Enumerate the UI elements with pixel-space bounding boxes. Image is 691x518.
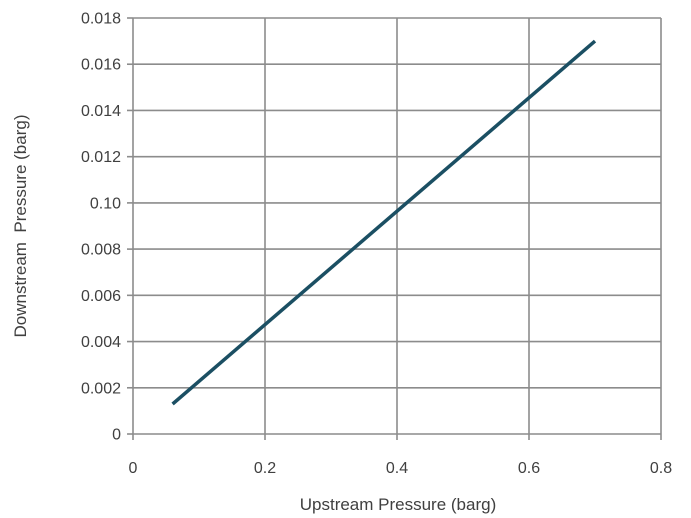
x-tick-label: 0 [129,460,138,477]
y-axis-title: Downstream Pressure (barg) [11,115,30,338]
axes [127,17,662,440]
y-tick-label: 0.004 [81,334,121,351]
y-tick-label: 0.014 [81,103,121,120]
x-axis-title: Upstream Pressure (barg) [300,495,497,514]
x-tick-labels: 0 0.2 0.4 0.6 0.8 [129,460,673,477]
y-tick-labels: 0 0.002 0.004 0.006 0.008 0.10 0.012 0.014 0.016… [81,11,121,444]
x-tick-label: 0.2 [254,460,276,477]
y-tick-label: 0.10 [90,195,121,212]
y-tick-label: 0.008 [81,242,121,259]
y-tick-label: 0.006 [81,288,121,305]
x-tick-label: 0.6 [518,460,540,477]
y-tick-label: 0.002 [81,380,121,397]
gridlines [132,17,662,435]
series-layer [171,39,597,406]
y-tick-label: 0.012 [81,149,121,166]
x-tick-label: 0.8 [650,460,672,477]
y-tick-label: 0.018 [81,11,121,28]
x-tick-label: 0.4 [386,460,408,477]
y-tick-label: 0.016 [81,57,121,74]
series-line-1 [171,39,597,406]
y-tick-label: 0 [112,427,121,444]
